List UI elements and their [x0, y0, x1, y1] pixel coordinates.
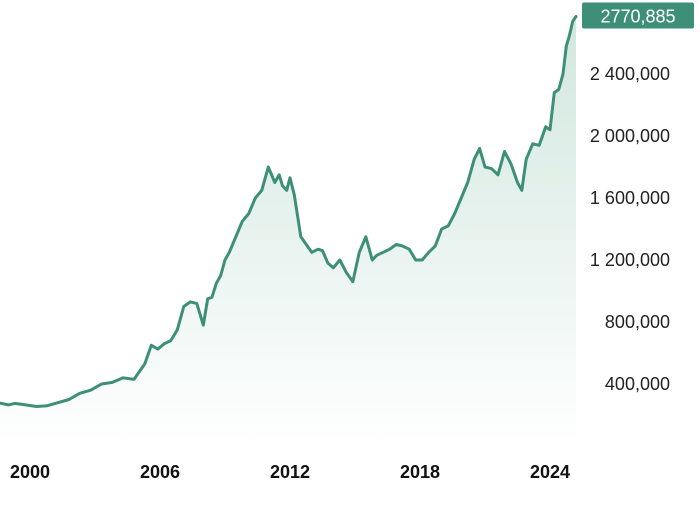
y-tick-label: 1 600,000 [590, 188, 670, 208]
last-value-badge: 2770,885 [582, 2, 694, 29]
y-tick-label: 2 000,000 [590, 126, 670, 146]
x-tick-label: 2018 [400, 462, 440, 482]
x-tick-label: 2006 [140, 462, 180, 482]
y-tick-label: 400,000 [605, 374, 670, 394]
x-tick-label: 2000 [10, 462, 50, 482]
y-tick-label: 1 200,000 [590, 250, 670, 270]
area-fill [0, 16, 576, 445]
y-tick-label: 2 400,000 [590, 64, 670, 84]
y-axis-ticks: 400,000 800,000 1 200,000 1 600,000 2 000,00… [590, 64, 670, 394]
last-value-badge-box [582, 2, 694, 29]
y-tick-label: 800,000 [605, 312, 670, 332]
x-tick-label: 2024 [530, 462, 570, 482]
last-value-label: 2770,885 [600, 7, 675, 27]
x-axis-ticks: 2000 2006 2012 2018 2024 [10, 462, 570, 482]
series-line [0, 15, 578, 408]
x-tick-label: 2012 [270, 462, 310, 482]
